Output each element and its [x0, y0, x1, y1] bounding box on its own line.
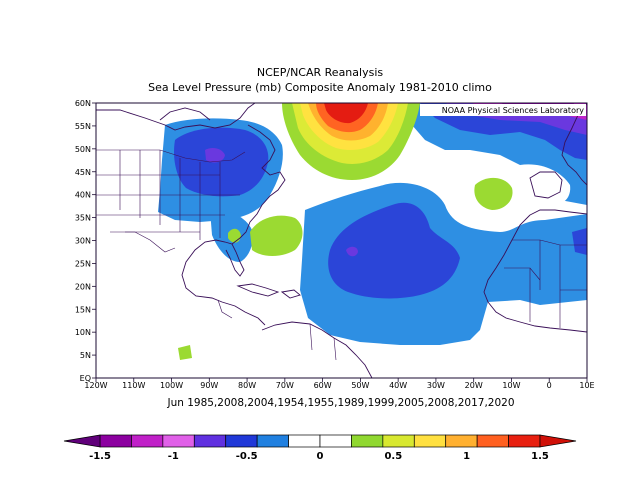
- colorbar-swatch: [382, 434, 415, 448]
- central-america-border: [217, 299, 233, 319]
- colorbar-swatch: [162, 434, 195, 448]
- pacific-high: [178, 345, 192, 360]
- colorbar-arrow-low: [63, 434, 101, 448]
- colorbar-swatch: [445, 434, 478, 448]
- borders: [96, 149, 587, 361]
- colorbar-tick-label: 1.5: [531, 451, 549, 462]
- mexico-border: [110, 231, 176, 253]
- lon-tick-label: 120W: [84, 381, 107, 390]
- map-title: NCEP/NCAR Reanalysis: [256, 66, 384, 79]
- colorbar-swatch: [131, 434, 164, 448]
- lon-tick-label: 100W: [160, 381, 183, 390]
- colorbar-swatch: [193, 434, 227, 448]
- colorbar-swatch: [99, 434, 132, 448]
- lon-tick-label: 30W: [427, 381, 445, 390]
- south-america-borders: [309, 323, 337, 361]
- us-states-grid: [96, 150, 240, 240]
- na-low-inner: [174, 127, 269, 197]
- lon-tick-label: 10E: [579, 381, 594, 390]
- lat-tick-label: 20N: [75, 282, 91, 291]
- lon-tick-label: 10W: [502, 381, 520, 390]
- iberia-coast: [529, 171, 563, 199]
- us-canada-border: [96, 149, 246, 163]
- lat-tick-label: 45N: [75, 168, 91, 177]
- credit-box: [420, 104, 586, 116]
- lon-tick-label: 20W: [465, 381, 483, 390]
- lon-tick-label: 80W: [238, 381, 256, 390]
- colorbar: -1.5 -1 -0.5 0 0.5 1 1.5: [63, 434, 577, 462]
- colorbar-swatch: [476, 434, 509, 448]
- map-subtitle: Sea Level Pressure (mb) Composite Anomal…: [148, 81, 492, 94]
- lat-tick-label: 25N: [75, 259, 91, 268]
- coastlines: [96, 103, 587, 378]
- lat-tick-label: 40N: [75, 191, 91, 200]
- south-america-coast: [261, 321, 373, 378]
- colorbar-tick-label: 1: [463, 451, 470, 462]
- colorbar-tick-label: -0.5: [236, 451, 258, 462]
- north-america-coast: [96, 103, 286, 326]
- africa-borders: [504, 239, 587, 328]
- lon-tick-label: 70W: [276, 381, 294, 390]
- colorbar-swatch: [288, 434, 321, 448]
- se-us-high: [250, 215, 303, 256]
- lat-tick-label: 60N: [75, 99, 91, 108]
- colorbar-arrow-high: [539, 434, 577, 448]
- composite-years-label: Jun 1985,2008,2004,1954,1955,1989,1999,2…: [166, 397, 514, 409]
- azores-high: [474, 177, 513, 210]
- colorbar-swatch: [256, 434, 289, 448]
- colorbar-swatch: [508, 434, 541, 448]
- lat-tick-label: 15N: [75, 305, 91, 314]
- atlantic-low-core: [346, 246, 358, 257]
- colorbar-swatch: [319, 434, 352, 448]
- hudson-bay-coast: [159, 107, 211, 121]
- credit-label: NOAA Physical Sciences Laboratory: [442, 106, 585, 115]
- africa-coast: [483, 209, 587, 333]
- lon-tick-label: 110W: [122, 381, 145, 390]
- lat-tick-label: 35N: [75, 214, 91, 223]
- colorbar-swatch: [225, 434, 258, 448]
- lat-tick-label: 5N: [80, 351, 91, 360]
- lon-tick-label: 60W: [314, 381, 332, 390]
- hispaniola-coast: [280, 289, 301, 299]
- lon-tick-label: 50W: [351, 381, 369, 390]
- colorbar-tick-label: 0.5: [384, 451, 402, 462]
- europe-coast: [561, 103, 587, 186]
- colorbar-tick-label: -1: [168, 451, 179, 462]
- colorbar-tick-label: 0: [317, 451, 324, 462]
- lon-tick-label: 90W: [200, 381, 218, 390]
- colorbar-swatch: [413, 434, 447, 448]
- longitude-axis: 120W 110W 100W 90W 80W 70W 60W 50W 40W 30W 20W 10W 0…: [84, 378, 595, 390]
- colorbar-swatch: [351, 434, 384, 448]
- lat-tick-label: 55N: [75, 122, 91, 131]
- na-low-core: [205, 147, 225, 163]
- lat-tick-label: 30N: [75, 237, 91, 246]
- lat-tick-label: 10N: [75, 328, 91, 337]
- colorbar-tick-label: -1.5: [89, 451, 111, 462]
- cuba-coast: [236, 283, 280, 297]
- anomaly-field: [96, 103, 587, 378]
- latitude-axis: 60N 55N 50N 45N 40N 35N 30N 25N 20N 15N 10N 5N EQ: [75, 99, 96, 383]
- lat-tick-label: EQ: [80, 374, 91, 383]
- nw-atlantic-high-core: [324, 103, 368, 124]
- east-atlantic-low-inner: [572, 228, 587, 255]
- florida-coast: [225, 243, 245, 277]
- lon-tick-label: 40W: [389, 381, 407, 390]
- lat-tick-label: 50N: [75, 145, 91, 154]
- lon-tick-label: 0: [547, 381, 552, 390]
- atlantic-low-inner: [328, 202, 460, 299]
